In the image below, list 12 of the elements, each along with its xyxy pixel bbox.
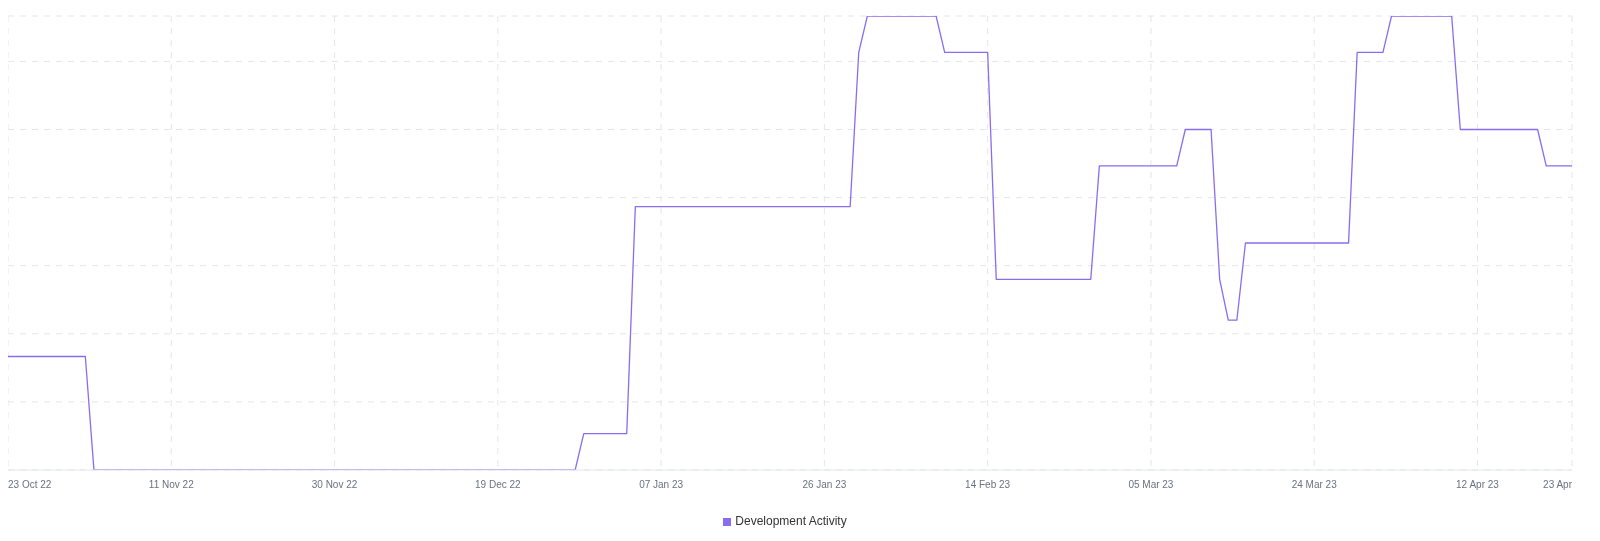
x-tick-label: 07 Jan 23 xyxy=(639,479,684,490)
x-tick-label: 23 Oct 22 xyxy=(8,479,52,490)
x-tick-label: 30 Nov 22 xyxy=(311,479,358,490)
x-tick-label: 11 Nov 22 xyxy=(148,479,195,490)
x-tick-label: 26 Jan 23 xyxy=(802,479,847,490)
x-tick-label: 19 Dec 22 xyxy=(475,479,522,490)
legend-label: Development Activity xyxy=(735,514,847,528)
x-tick-label: 23 Apr xyxy=(1543,479,1573,490)
x-tick-label: 14 Feb 23 xyxy=(965,479,1011,490)
x-tick-label: 12 Apr 23 xyxy=(1456,479,1500,490)
x-tick-label: 05 Mar 23 xyxy=(1128,479,1174,490)
x-tick-label: 24 Mar 23 xyxy=(1291,479,1338,490)
